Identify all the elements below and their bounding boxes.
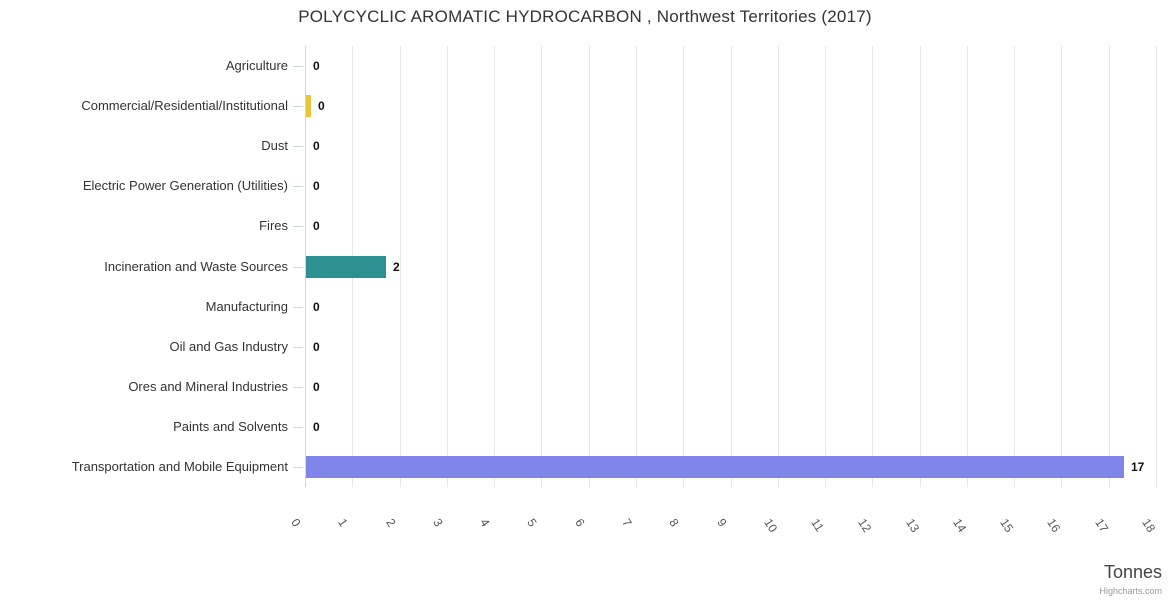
x-tick-label: 0 bbox=[288, 516, 304, 530]
bar-incineration-and-waste-sources[interactable] bbox=[306, 255, 386, 278]
data-label: 2 bbox=[393, 259, 400, 274]
x-tick-label: 5 bbox=[524, 516, 541, 530]
grid-line bbox=[1108, 46, 1110, 487]
data-label: 0 bbox=[313, 419, 320, 434]
x-tick-label: 15 bbox=[997, 516, 1017, 535]
x-tick-label: 16 bbox=[1044, 516, 1064, 535]
grid-line bbox=[872, 46, 874, 487]
data-label: 0 bbox=[313, 179, 320, 194]
x-tick-label: 7 bbox=[619, 516, 635, 530]
x-tick-label: 11 bbox=[808, 516, 827, 535]
x-tick-label: 10 bbox=[761, 516, 781, 535]
x-axis-title: Tonnes bbox=[1103, 562, 1162, 582]
category-tick bbox=[293, 226, 303, 228]
grid-line bbox=[635, 46, 637, 487]
category-tick bbox=[293, 266, 303, 268]
x-tick-label: 4 bbox=[477, 516, 493, 530]
grid-line bbox=[777, 46, 779, 487]
category-tick bbox=[293, 306, 303, 308]
category-tick bbox=[293, 386, 303, 388]
category-tick bbox=[293, 66, 303, 68]
chart-title: POLYCYCLIC AROMATIC HYDROCARBON , Northw… bbox=[298, 7, 872, 26]
category-tick bbox=[293, 146, 303, 148]
category-tick bbox=[293, 106, 303, 108]
x-tick-label: 14 bbox=[950, 516, 970, 535]
category-label: Transportation and Mobile Equipment bbox=[71, 458, 288, 474]
grid-line bbox=[683, 46, 685, 487]
category-label: Manufacturing bbox=[205, 298, 288, 314]
category-label: Commercial/Residential/Institutional bbox=[81, 98, 288, 114]
data-label: 0 bbox=[313, 379, 320, 394]
x-tick-label: 6 bbox=[571, 516, 588, 530]
grid-line bbox=[1156, 46, 1157, 487]
category-label: Ores and Mineral Industries bbox=[128, 378, 288, 394]
x-tick-label: 1 bbox=[335, 516, 351, 530]
category-tick bbox=[293, 186, 303, 188]
grid-line bbox=[966, 46, 968, 487]
bar-transportation-and-mobile-equipment[interactable] bbox=[306, 455, 1124, 478]
data-label: 0 bbox=[313, 219, 320, 234]
category-label: Electric Power Generation (Utilities) bbox=[82, 178, 288, 194]
x-tick-label: 2 bbox=[382, 516, 399, 530]
data-label: 0 bbox=[313, 299, 320, 314]
x-tick-label: 12 bbox=[855, 516, 875, 535]
data-label: 0 bbox=[318, 99, 325, 114]
category-label: Incineration and Waste Sources bbox=[104, 258, 288, 274]
data-label: 0 bbox=[313, 339, 320, 354]
x-tick-label: 8 bbox=[666, 516, 682, 530]
category-label: Paints and Solvents bbox=[173, 418, 288, 434]
category-tick bbox=[293, 426, 303, 428]
grid-line bbox=[494, 46, 496, 487]
category-tick bbox=[293, 466, 303, 468]
category-label: Oil and Gas Industry bbox=[169, 338, 289, 354]
category-label: Fires bbox=[259, 218, 288, 234]
category-label: Agriculture bbox=[225, 58, 288, 74]
grid-line bbox=[588, 46, 590, 487]
grid-line bbox=[1061, 46, 1063, 487]
highcharts-credit[interactable]: Highcharts.com bbox=[1099, 586, 1162, 596]
x-tick-label: 17 bbox=[1091, 516, 1111, 535]
grid-line bbox=[541, 46, 543, 487]
data-label: 0 bbox=[313, 139, 320, 154]
x-tick-label: 3 bbox=[430, 516, 446, 530]
grid-line bbox=[446, 46, 448, 487]
grid-line bbox=[730, 46, 732, 487]
x-tick-label: 9 bbox=[713, 516, 730, 530]
y-axis-line bbox=[305, 46, 306, 487]
bar-commercial-residential-institutional[interactable] bbox=[306, 95, 311, 118]
category-tick bbox=[293, 346, 303, 348]
grid-line bbox=[399, 46, 401, 487]
data-label: 0 bbox=[313, 59, 320, 74]
data-label: 17 bbox=[1131, 459, 1145, 474]
grid-line bbox=[919, 46, 921, 487]
x-tick-label: 18 bbox=[1139, 516, 1159, 535]
grid-line bbox=[825, 46, 827, 487]
grid-line bbox=[1014, 46, 1016, 487]
category-label: Dust bbox=[261, 138, 288, 154]
x-tick-label: 13 bbox=[902, 516, 922, 535]
